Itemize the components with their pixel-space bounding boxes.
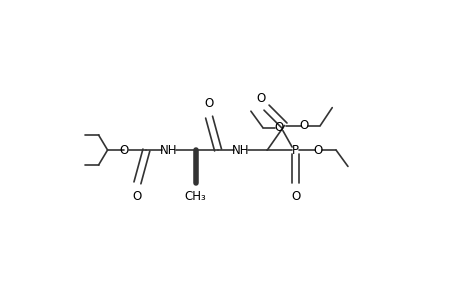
Text: NH: NH xyxy=(160,143,177,157)
Text: O: O xyxy=(133,190,142,203)
Text: P: P xyxy=(291,143,298,157)
Text: O: O xyxy=(204,97,213,110)
Text: O: O xyxy=(313,143,322,157)
Text: O: O xyxy=(299,119,308,132)
Text: O: O xyxy=(274,121,283,134)
Text: O: O xyxy=(255,92,265,105)
Text: O: O xyxy=(291,190,300,203)
Text: O: O xyxy=(119,143,129,157)
Text: CH₃: CH₃ xyxy=(185,190,206,203)
Text: NH: NH xyxy=(231,143,249,157)
